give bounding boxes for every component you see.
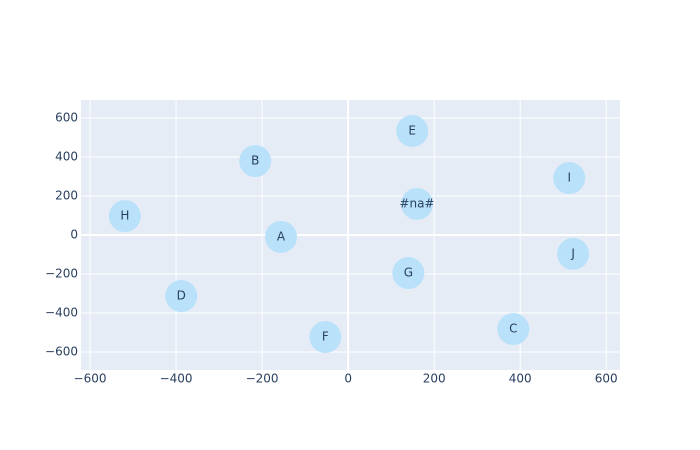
marker <box>553 162 586 195</box>
x-tick-label: 600 <box>595 372 618 386</box>
marker <box>396 115 429 148</box>
marker-label: H <box>120 209 129 223</box>
marker <box>497 313 530 346</box>
marker-label: D <box>177 289 186 303</box>
marker <box>557 237 590 270</box>
x-tick-label: −200 <box>246 372 279 386</box>
marker-label: I <box>567 171 571 185</box>
x-tick-label: 0 <box>344 372 352 386</box>
marker <box>265 220 298 253</box>
marker <box>239 145 272 178</box>
marker <box>400 187 433 220</box>
x-tick-label: −600 <box>74 372 107 386</box>
marker-label: B <box>251 154 259 168</box>
marker-label: E <box>408 124 416 138</box>
marker-label: #na# <box>399 196 434 210</box>
marker <box>309 321 342 354</box>
y-tick-label: −200 <box>45 267 78 281</box>
y-tick-label: −400 <box>45 306 78 320</box>
marker-label: J <box>570 246 575 260</box>
marker <box>392 257 425 290</box>
marker-label: F <box>322 330 329 344</box>
y-tick-label: 600 <box>55 110 78 124</box>
x-tick-label: 200 <box>423 372 446 386</box>
marker <box>165 280 198 313</box>
marker-label: A <box>277 229 286 243</box>
x-tick-label: 400 <box>509 372 532 386</box>
y-tick-label: 400 <box>55 149 78 163</box>
marker <box>108 200 141 233</box>
y-tick-label: 0 <box>70 228 78 242</box>
marker-label: C <box>509 322 517 336</box>
marker-label: G <box>404 266 413 280</box>
y-tick-label: 200 <box>55 188 78 202</box>
x-tick-label: −400 <box>160 372 193 386</box>
y-tick-label: −600 <box>45 345 78 359</box>
